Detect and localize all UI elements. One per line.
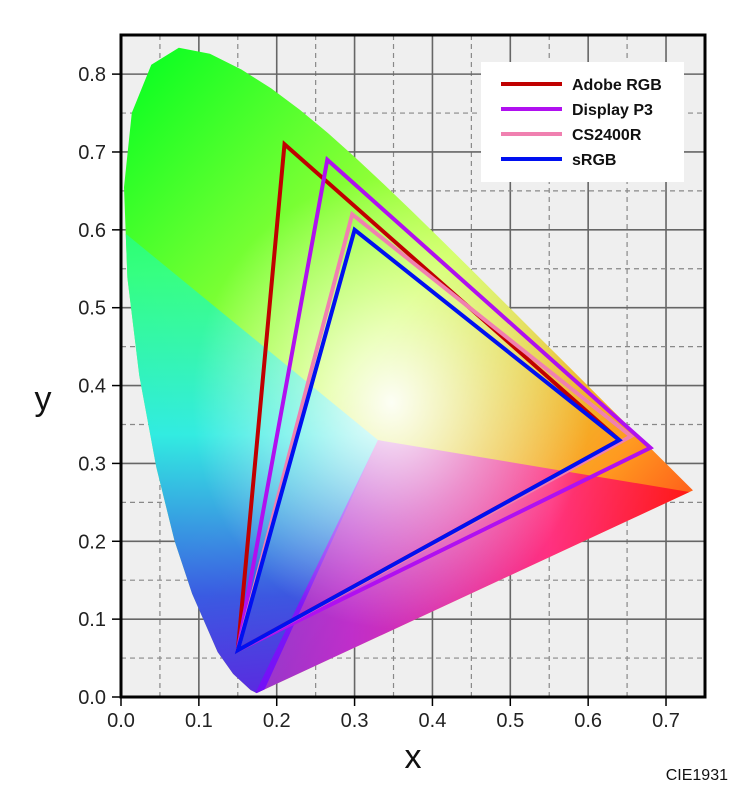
legend-label: Adobe RGB [572, 77, 662, 94]
y-tick-label: 0.8 [78, 64, 106, 86]
x-tick-label: 0.3 [341, 710, 369, 732]
x-tick-label: 0.2 [263, 710, 291, 732]
y-tick-label: 0.4 [78, 376, 106, 398]
y-tick-label: 0.1 [78, 609, 106, 631]
gamut-display-p3 [235, 155, 654, 654]
x-tick-label: 0.7 [652, 710, 680, 732]
x-tick-label: 0.6 [574, 710, 602, 732]
x-axis-label: x [405, 738, 422, 776]
y-axis-label: y [35, 380, 52, 418]
legend: Adobe RGB Display P3 CS2400R sRGB [481, 62, 684, 182]
axis-ticks: 0.0 0.1 0.2 0.3 0.4 0.5 0.6 0.7 0.0 0.1 0.2 0.3 0.4 0… [78, 64, 680, 732]
gamut-triangles [234, 140, 654, 655]
gamut-srgb [234, 226, 623, 655]
x-tick-label: 0.0 [107, 710, 135, 732]
legend-label: sRGB [572, 152, 616, 169]
x-tick-label: 0.1 [185, 710, 213, 732]
y-tick-label: 0.0 [78, 687, 106, 709]
spectral-locus [124, 47, 693, 694]
legend-label: Display P3 [572, 102, 653, 119]
plot-frame [119, 33, 707, 699]
legend-label: CS2400R [572, 127, 642, 144]
y-tick-label: 0.7 [78, 142, 106, 164]
y-tick-label: 0.6 [78, 220, 106, 242]
y-tick-label: 0.5 [78, 298, 106, 320]
y-tick-label: 0.3 [78, 453, 106, 475]
x-tick-label: 0.4 [419, 710, 447, 732]
y-tick-label: 0.2 [78, 531, 106, 553]
x-tick-label: 0.5 [496, 710, 524, 732]
caption-cie1931: CIE1931 [666, 767, 728, 784]
